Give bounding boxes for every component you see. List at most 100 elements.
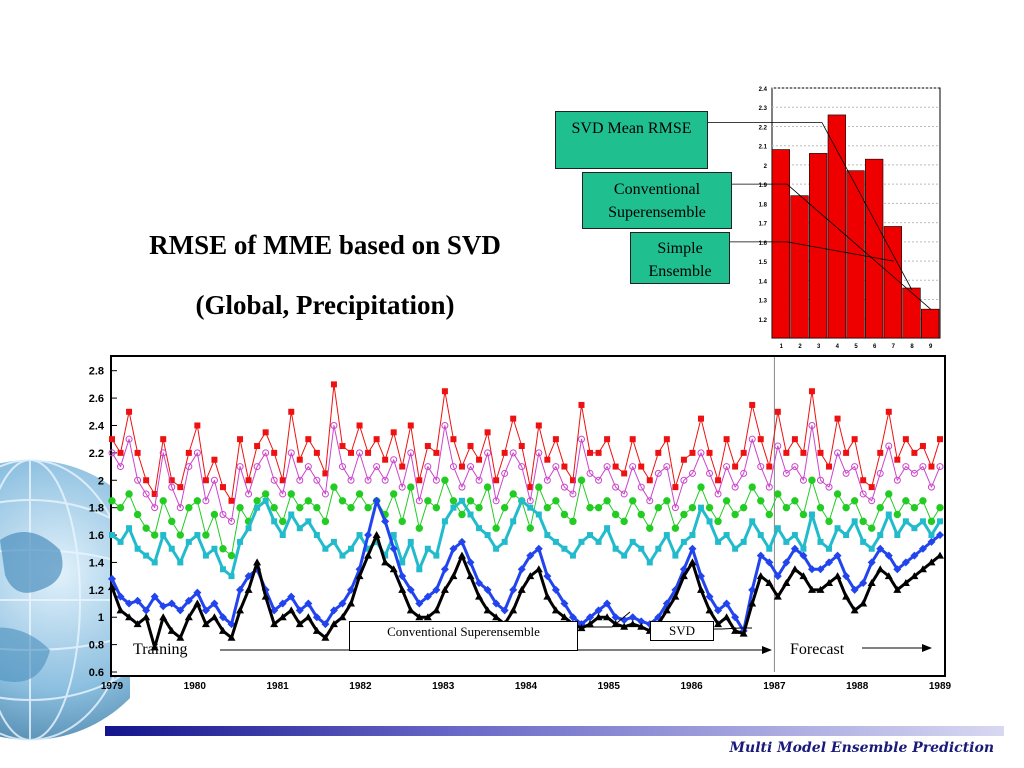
data-point-red bbox=[143, 477, 150, 484]
data-point-magenta bbox=[364, 476, 372, 484]
data-point-magenta bbox=[740, 469, 748, 477]
data-point-black bbox=[355, 572, 364, 580]
data-point-magenta bbox=[876, 469, 884, 477]
data-point-black bbox=[381, 558, 390, 566]
data-point-cyan bbox=[476, 525, 483, 532]
data-point-magenta bbox=[663, 463, 671, 471]
data-point-black bbox=[457, 551, 466, 559]
data-point-black bbox=[773, 592, 782, 600]
data-point-cyan bbox=[185, 538, 192, 545]
bar bbox=[771, 149, 790, 339]
data-point-blue bbox=[184, 596, 193, 605]
data-point-cyan bbox=[143, 552, 150, 559]
data-point-cyan bbox=[680, 538, 687, 545]
data-point-cyan bbox=[416, 566, 423, 573]
data-point-magenta bbox=[799, 476, 807, 484]
data-point-blue bbox=[637, 617, 646, 626]
data-point-cyan bbox=[800, 545, 807, 552]
bar-xtick-label: 4 bbox=[836, 344, 840, 348]
data-point-red bbox=[706, 449, 713, 456]
data-point-blue bbox=[910, 551, 919, 560]
data-point-blue bbox=[731, 613, 740, 622]
bar-ytick-label: 1.7 bbox=[759, 222, 768, 228]
data-point-red bbox=[578, 401, 585, 408]
data-point-red bbox=[723, 436, 730, 443]
data-point-magenta bbox=[595, 476, 603, 484]
data-point-green bbox=[629, 497, 637, 505]
data-point-red bbox=[791, 436, 798, 443]
data-point-red bbox=[561, 463, 568, 470]
bar bbox=[865, 158, 884, 339]
bar-leader-line bbox=[732, 183, 931, 310]
data-point-green bbox=[910, 503, 919, 512]
data-point-blue bbox=[449, 544, 458, 553]
data-point-green bbox=[791, 497, 799, 505]
data-point-green bbox=[569, 517, 577, 526]
data-point-black bbox=[176, 633, 185, 641]
data-point-cyan bbox=[629, 538, 636, 545]
data-point-blue bbox=[244, 572, 253, 581]
data-point-green bbox=[210, 510, 219, 519]
line-xtick-label: 1983 bbox=[432, 681, 455, 692]
data-point-magenta bbox=[441, 421, 449, 429]
data-point-cyan bbox=[919, 518, 926, 525]
data-point-green bbox=[304, 497, 313, 505]
data-point-black bbox=[765, 578, 774, 586]
data-point-red bbox=[877, 449, 884, 456]
data-point-red bbox=[399, 463, 406, 470]
bar-ytick-label: 1.4 bbox=[759, 279, 768, 285]
data-point-cyan bbox=[262, 497, 269, 504]
data-point-blue bbox=[927, 537, 936, 546]
data-point-magenta bbox=[680, 476, 688, 484]
data-point-blue bbox=[628, 613, 637, 622]
data-point-blue bbox=[304, 599, 313, 608]
data-point-black bbox=[876, 565, 885, 573]
data-point-cyan bbox=[518, 497, 525, 504]
data-point-magenta bbox=[791, 463, 799, 471]
data-point-blue bbox=[876, 544, 885, 553]
data-point-cyan bbox=[894, 532, 901, 539]
training-label: Training bbox=[133, 641, 188, 658]
data-point-cyan bbox=[126, 525, 133, 532]
bar-ytick-label: 1.3 bbox=[759, 299, 768, 305]
data-point-magenta bbox=[313, 476, 321, 484]
globe-graphic bbox=[0, 459, 130, 741]
data-point-blue bbox=[193, 588, 202, 597]
data-point-cyan bbox=[544, 532, 551, 539]
data-point-black bbox=[671, 592, 680, 600]
data-point-magenta bbox=[603, 463, 611, 471]
bar-ytick-label: 1.2 bbox=[759, 318, 768, 324]
data-point-cyan bbox=[151, 559, 158, 566]
data-point-black bbox=[159, 613, 168, 621]
data-point-green bbox=[603, 497, 611, 505]
data-point-green bbox=[159, 497, 167, 505]
data-point-red bbox=[646, 477, 653, 484]
data-point-magenta bbox=[885, 442, 893, 450]
data-point-blue bbox=[586, 613, 595, 622]
data-point-red bbox=[424, 443, 431, 450]
data-point-black bbox=[389, 565, 398, 573]
data-point-green bbox=[799, 510, 808, 519]
data-point-red bbox=[134, 449, 141, 456]
data-point-magenta bbox=[620, 490, 628, 498]
data-point-red bbox=[254, 443, 261, 450]
data-point-green bbox=[133, 510, 142, 519]
data-point-red bbox=[365, 449, 372, 456]
data-point-black bbox=[850, 606, 859, 614]
data-point-blue bbox=[398, 572, 407, 581]
data-point-blue bbox=[287, 592, 296, 601]
data-point-cyan bbox=[740, 538, 747, 545]
data-point-red bbox=[237, 436, 244, 443]
bar-ytick-label: 2.2 bbox=[759, 125, 768, 131]
data-point-green bbox=[927, 517, 936, 526]
data-point-blue bbox=[568, 613, 577, 622]
data-point-black bbox=[108, 583, 116, 591]
data-point-cyan bbox=[774, 525, 781, 532]
data-point-cyan bbox=[279, 532, 286, 539]
data-point-black bbox=[142, 613, 151, 621]
line-ytick-label: 1.4 bbox=[89, 557, 105, 569]
data-point-red bbox=[339, 443, 346, 450]
data-point-cyan bbox=[937, 518, 943, 525]
data-point-red bbox=[800, 449, 807, 456]
data-point-black bbox=[859, 599, 868, 607]
